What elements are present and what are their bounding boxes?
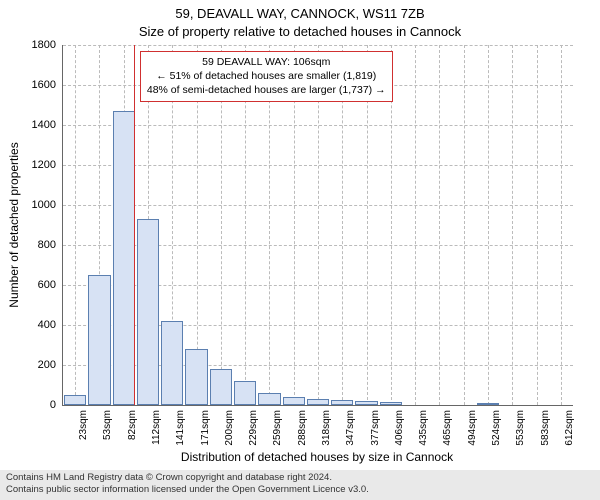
x-tick-label: 53sqm (102, 410, 113, 440)
y-tick-label: 0 (16, 399, 56, 411)
histogram-bar (331, 400, 353, 405)
y-tick-label: 600 (16, 279, 56, 291)
x-tick-label: 347sqm (345, 410, 356, 446)
y-tick-label: 800 (16, 239, 56, 251)
footer: Contains HM Land Registry data © Crown c… (0, 470, 600, 500)
x-tick-label: 171sqm (200, 410, 211, 446)
gridline-v (512, 45, 513, 405)
x-tick-label: 200sqm (224, 410, 235, 446)
gridline-v (439, 45, 440, 405)
histogram-bar (477, 403, 499, 405)
histogram-bar (64, 395, 86, 405)
annotation-line1: 59 DEAVALL WAY: 106sqm (147, 55, 386, 69)
y-tick-label: 1800 (16, 39, 56, 51)
x-tick-label: 583sqm (540, 410, 551, 446)
y-tick-label: 1000 (16, 199, 56, 211)
x-tick-label: 406sqm (394, 410, 405, 446)
histogram-bar (137, 219, 159, 405)
x-tick-label: 494sqm (467, 410, 478, 446)
x-tick-label: 288sqm (297, 410, 308, 446)
gridline-v (488, 45, 489, 405)
x-tick-label: 229sqm (248, 410, 259, 446)
histogram-bar (258, 393, 280, 405)
y-tick-label: 400 (16, 319, 56, 331)
plot-area: 59 DEAVALL WAY: 106sqm← 51% of detached … (62, 45, 573, 406)
footer-line2: Contains public sector information licen… (6, 484, 594, 496)
x-tick-label: 377sqm (370, 410, 381, 446)
histogram-bar (283, 397, 305, 405)
x-tick-label: 524sqm (491, 410, 502, 446)
x-tick-label: 435sqm (418, 410, 429, 446)
histogram-bar (161, 321, 183, 405)
x-tick-label: 23sqm (78, 410, 89, 440)
x-tick-label: 465sqm (442, 410, 453, 446)
annotation-line3: 48% of semi-detached houses are larger (… (147, 83, 386, 97)
y-tick-label: 1600 (16, 79, 56, 91)
histogram-bar (88, 275, 110, 405)
property-marker-line (134, 45, 135, 405)
x-tick-label: 259sqm (272, 410, 283, 446)
footer-line1: Contains HM Land Registry data © Crown c… (6, 472, 594, 484)
x-tick-label: 612sqm (564, 410, 575, 446)
histogram-bar (185, 349, 207, 405)
page-title-line2: Size of property relative to detached ho… (0, 24, 600, 39)
x-tick-label: 318sqm (321, 410, 332, 446)
y-tick-label: 1400 (16, 119, 56, 131)
histogram-bar (234, 381, 256, 405)
gridline-v (561, 45, 562, 405)
histogram-bar (210, 369, 232, 405)
y-tick-label: 200 (16, 359, 56, 371)
histogram-bar (355, 401, 377, 405)
gridline-v (415, 45, 416, 405)
gridline-v (75, 45, 76, 405)
x-axis-label: Distribution of detached houses by size … (62, 450, 572, 464)
histogram-bar (380, 402, 402, 405)
x-tick-label: 112sqm (151, 410, 162, 445)
gridline-v (537, 45, 538, 405)
histogram-bar (113, 111, 135, 405)
x-tick-label: 141sqm (175, 410, 186, 446)
gridline-v (464, 45, 465, 405)
page-title-line1: 59, DEAVALL WAY, CANNOCK, WS11 7ZB (0, 6, 600, 21)
histogram-bar (307, 399, 329, 405)
annotation-box: 59 DEAVALL WAY: 106sqm← 51% of detached … (140, 51, 393, 102)
x-tick-label: 553sqm (515, 410, 526, 446)
annotation-line2: ← 51% of detached houses are smaller (1,… (147, 69, 386, 83)
y-tick-label: 1200 (16, 159, 56, 171)
x-tick-label: 82sqm (127, 410, 138, 440)
